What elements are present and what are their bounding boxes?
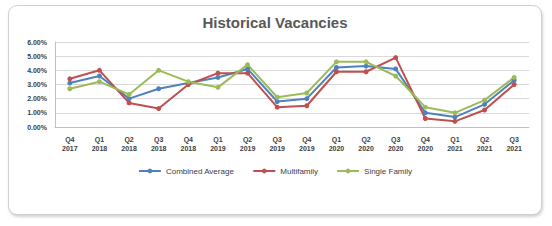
svg-text:Q4: Q4: [65, 136, 74, 144]
svg-text:2021: 2021: [477, 145, 493, 152]
svg-text:Q3: Q3: [154, 136, 163, 144]
svg-text:Q1: Q1: [332, 136, 341, 144]
svg-text:Q4: Q4: [184, 136, 193, 144]
svg-text:Q2: Q2: [124, 136, 133, 144]
svg-text:Single Family: Single Family: [364, 167, 412, 176]
svg-text:Q1: Q1: [450, 136, 459, 144]
svg-text:2021: 2021: [506, 145, 522, 152]
svg-text:5.00%: 5.00%: [27, 53, 48, 60]
svg-text:1.00%: 1.00%: [27, 109, 48, 116]
svg-text:Q3: Q3: [510, 136, 519, 144]
svg-text:Q4: Q4: [421, 136, 430, 144]
svg-text:2020: 2020: [329, 145, 345, 152]
svg-text:2020: 2020: [418, 145, 434, 152]
svg-text:2017: 2017: [62, 145, 78, 152]
svg-text:2020: 2020: [358, 145, 374, 152]
svg-text:2018: 2018: [181, 145, 197, 152]
svg-text:2019: 2019: [299, 145, 315, 152]
svg-text:2019: 2019: [210, 145, 226, 152]
svg-text:2018: 2018: [151, 145, 167, 152]
svg-text:6.00%: 6.00%: [27, 39, 48, 46]
svg-text:4.00%: 4.00%: [27, 67, 48, 74]
svg-text:3.00%: 3.00%: [27, 81, 48, 88]
svg-text:2019: 2019: [269, 145, 285, 152]
svg-text:Multifamily: Multifamily: [280, 167, 318, 176]
svg-text:Q1: Q1: [95, 136, 104, 144]
svg-text:Q4: Q4: [302, 136, 311, 144]
svg-text:Combined Average: Combined Average: [166, 167, 234, 176]
svg-text:Q2: Q2: [480, 136, 489, 144]
svg-text:2020: 2020: [388, 145, 404, 152]
svg-text:0.00%: 0.00%: [27, 124, 48, 131]
svg-text:2021: 2021: [447, 145, 463, 152]
svg-text:Q2: Q2: [243, 136, 252, 144]
svg-text:Q1: Q1: [213, 136, 222, 144]
svg-text:2.00%: 2.00%: [27, 95, 48, 102]
svg-text:2018: 2018: [121, 145, 137, 152]
svg-text:Q3: Q3: [391, 136, 400, 144]
svg-text:Q2: Q2: [361, 136, 370, 144]
svg-text:2018: 2018: [92, 145, 108, 152]
svg-text:Q3: Q3: [273, 136, 282, 144]
svg-text:2019: 2019: [240, 145, 256, 152]
svg-text:Historical Vacancies: Historical Vacancies: [202, 14, 347, 31]
